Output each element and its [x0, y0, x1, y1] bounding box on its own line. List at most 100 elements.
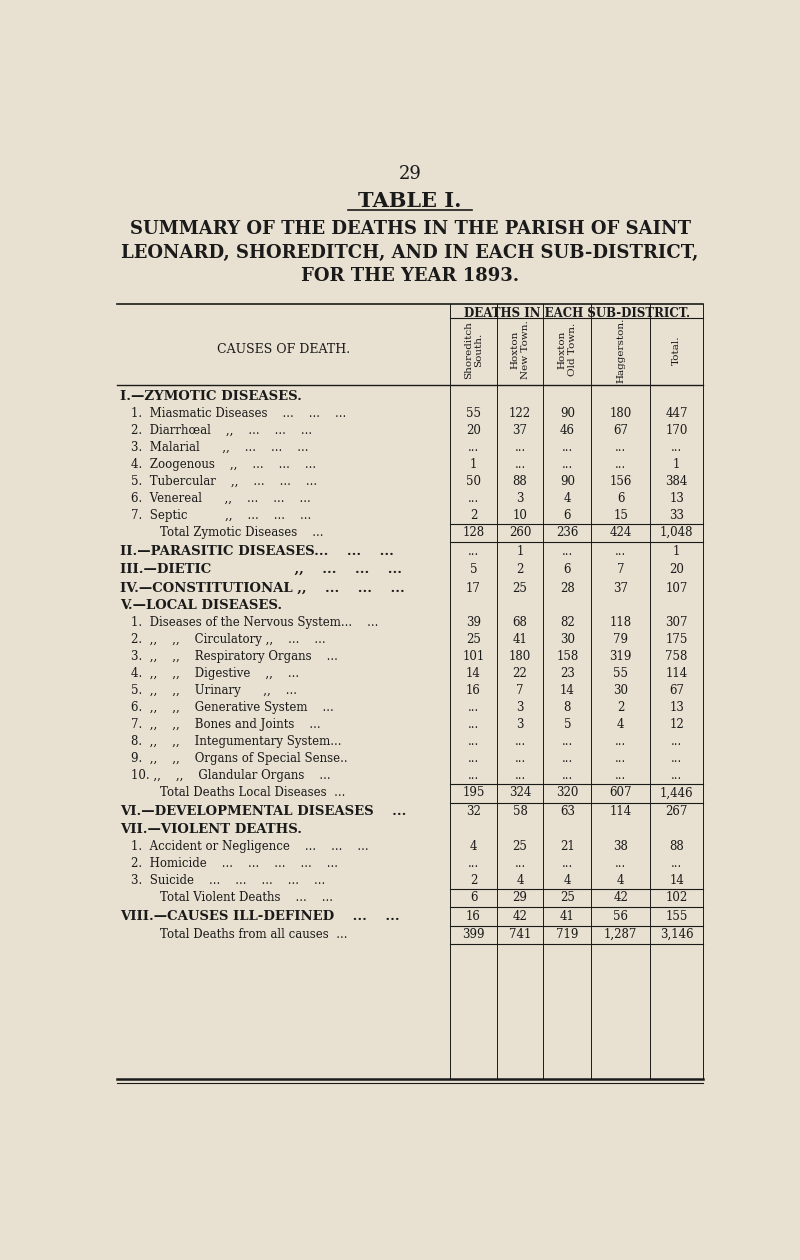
Text: 67: 67: [669, 684, 684, 697]
Text: ...: ...: [562, 457, 573, 471]
Text: 14: 14: [669, 873, 684, 887]
Text: 719: 719: [556, 929, 578, 941]
Text: 6.  Venereal      ,,    ...    ...    ...: 6. Venereal ,, ... ... ...: [131, 491, 310, 504]
Text: ...: ...: [514, 752, 526, 765]
Text: 3.  Malarial      ,,    ...    ...    ...: 3. Malarial ,, ... ... ...: [131, 441, 309, 454]
Text: Total.: Total.: [672, 335, 681, 364]
Text: ...: ...: [671, 769, 682, 781]
Text: 3.  ,,    ,,    Respiratory Organs    ...: 3. ,, ,, Respiratory Organs ...: [131, 650, 338, 663]
Text: 4: 4: [617, 873, 625, 887]
Text: ...: ...: [562, 769, 573, 781]
Text: 10: 10: [513, 509, 527, 522]
Text: 2.  Diarrhœal    ,,    ...    ...    ...: 2. Diarrhœal ,, ... ... ...: [131, 423, 312, 437]
Text: Hoxton
Old Town.: Hoxton Old Town.: [558, 324, 577, 377]
Text: 101: 101: [462, 650, 485, 663]
Text: 3: 3: [516, 718, 524, 731]
Text: 1: 1: [470, 457, 478, 471]
Text: 67: 67: [614, 423, 628, 437]
Text: 175: 175: [666, 634, 688, 646]
Text: 42: 42: [513, 910, 527, 922]
Text: ...: ...: [562, 441, 573, 454]
Text: 5.  Tubercular    ,,    ...    ...    ...: 5. Tubercular ,, ... ... ...: [131, 475, 317, 488]
Text: V.—LOCAL DISEASES.: V.—LOCAL DISEASES.: [120, 600, 282, 612]
Text: 1.  Diseases of the Nervous System...    ...: 1. Diseases of the Nervous System... ...: [131, 616, 378, 629]
Text: Total Violent Deaths    ...    ...: Total Violent Deaths ... ...: [160, 891, 333, 905]
Text: 114: 114: [610, 805, 632, 818]
Text: 50: 50: [466, 475, 481, 488]
Text: 23: 23: [560, 667, 574, 680]
Text: 2: 2: [516, 563, 524, 576]
Text: VI.—DEVELOPMENTAL DISEASES    ...: VI.—DEVELOPMENTAL DISEASES ...: [120, 805, 406, 818]
Text: SUMMARY OF THE DEATHS IN THE PARISH OF SAINT: SUMMARY OF THE DEATHS IN THE PARISH OF S…: [130, 220, 690, 238]
Text: 63: 63: [560, 805, 575, 818]
Text: 2: 2: [617, 701, 625, 714]
Text: ...: ...: [468, 857, 479, 869]
Text: 155: 155: [666, 910, 688, 922]
Text: 5.  ,,    ,,    Urinary      ,,    ...: 5. ,, ,, Urinary ,, ...: [131, 684, 297, 697]
Text: ...: ...: [671, 735, 682, 748]
Text: Total Zymotic Diseases    ...: Total Zymotic Diseases ...: [160, 527, 323, 539]
Text: 90: 90: [560, 475, 575, 488]
Text: Total Deaths from all causes  ...: Total Deaths from all causes ...: [160, 929, 347, 941]
Text: 1: 1: [673, 457, 680, 471]
Text: 2.  Homicide    ...    ...    ...    ...    ...: 2. Homicide ... ... ... ... ...: [131, 857, 338, 869]
Text: ...: ...: [468, 491, 479, 504]
Text: 180: 180: [610, 407, 632, 420]
Text: ...: ...: [615, 544, 626, 558]
Text: ...: ...: [468, 701, 479, 714]
Text: 30: 30: [560, 634, 575, 646]
Text: 260: 260: [509, 527, 531, 539]
Text: 9.  ,,    ,,    Organs of Special Sense..: 9. ,, ,, Organs of Special Sense..: [131, 752, 348, 765]
Text: 14: 14: [466, 667, 481, 680]
Text: 195: 195: [462, 786, 485, 800]
Text: 4.  ,,    ,,    Digestive    ,,    ...: 4. ,, ,, Digestive ,, ...: [131, 667, 299, 680]
Text: 82: 82: [560, 616, 574, 629]
Text: ...: ...: [615, 857, 626, 869]
Text: 319: 319: [610, 650, 632, 663]
Text: 758: 758: [666, 650, 688, 663]
Text: 114: 114: [666, 667, 688, 680]
Text: ...: ...: [514, 457, 526, 471]
Text: ...: ...: [671, 441, 682, 454]
Text: 128: 128: [462, 527, 485, 539]
Text: 39: 39: [466, 616, 481, 629]
Text: 58: 58: [513, 805, 527, 818]
Text: 79: 79: [614, 634, 628, 646]
Text: 17: 17: [466, 582, 481, 595]
Text: 55: 55: [614, 667, 628, 680]
Text: 5: 5: [470, 563, 478, 576]
Text: 25: 25: [466, 634, 481, 646]
Text: 10. ,,    ,,    Glandular Organs    ...: 10. ,, ,, Glandular Organs ...: [131, 769, 330, 781]
Text: 2: 2: [470, 509, 478, 522]
Text: 41: 41: [513, 634, 527, 646]
Text: 170: 170: [666, 423, 688, 437]
Text: ...: ...: [615, 441, 626, 454]
Text: ...: ...: [468, 718, 479, 731]
Text: 3.  Suicide    ...    ...    ...    ...    ...: 3. Suicide ... ... ... ... ...: [131, 873, 326, 887]
Text: 1,287: 1,287: [604, 929, 638, 941]
Text: Total Deaths Local Diseases  ...: Total Deaths Local Diseases ...: [160, 786, 345, 800]
Text: 25: 25: [513, 582, 527, 595]
Text: 2.  ,,    ,,    Circulatory ,,    ...    ...: 2. ,, ,, Circulatory ,, ... ...: [131, 634, 326, 646]
Text: FOR THE YEAR 1893.: FOR THE YEAR 1893.: [301, 267, 519, 285]
Text: 399: 399: [462, 929, 485, 941]
Text: 20: 20: [466, 423, 481, 437]
Text: 6: 6: [563, 509, 571, 522]
Text: ...: ...: [468, 769, 479, 781]
Text: 1.  Miasmatic Diseases    ...    ...    ...: 1. Miasmatic Diseases ... ... ...: [131, 407, 346, 420]
Text: 7.  ,,    ,,    Bones and Joints    ...: 7. ,, ,, Bones and Joints ...: [131, 718, 321, 731]
Text: ...: ...: [615, 735, 626, 748]
Text: 180: 180: [509, 650, 531, 663]
Text: ...: ...: [671, 857, 682, 869]
Text: 607: 607: [610, 786, 632, 800]
Text: 4.  Zoogenous    ,,    ...    ...    ...: 4. Zoogenous ,, ... ... ...: [131, 457, 316, 471]
Text: 32: 32: [466, 805, 481, 818]
Text: 6.  ,,    ,,    Generative System    ...: 6. ,, ,, Generative System ...: [131, 701, 334, 714]
Text: 447: 447: [666, 407, 688, 420]
Text: 33: 33: [669, 509, 684, 522]
Text: 6: 6: [470, 891, 478, 905]
Text: 8: 8: [564, 701, 571, 714]
Text: ...: ...: [562, 544, 573, 558]
Text: 3: 3: [516, 701, 524, 714]
Text: 320: 320: [556, 786, 578, 800]
